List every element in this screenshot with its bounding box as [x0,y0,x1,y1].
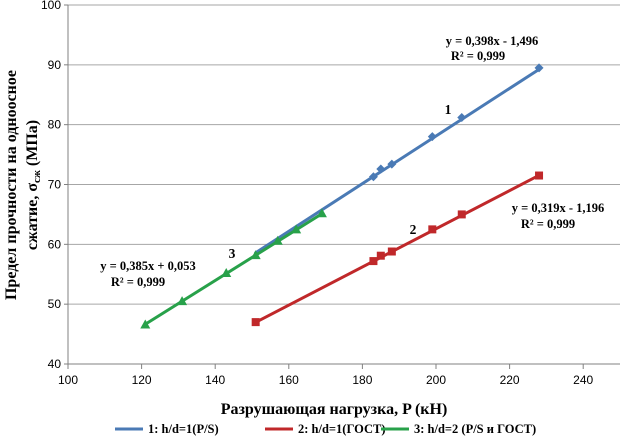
series-2-point [387,247,396,256]
x-tick-label: 200 [426,373,446,387]
y-tick-label: 50 [48,297,62,311]
series-3-point [221,268,232,278]
series-2-r2: R² = 0,999 [521,217,575,231]
x-tick-label: 180 [352,373,372,387]
legend-label-series-1: 1: h/d=1(P/S) [148,422,219,436]
series-3-equation: y = 0,385x + 0,053 [100,259,196,273]
y-tick-label: 80 [48,118,62,132]
series-2-number: 2 [410,222,417,237]
series-3-point [272,235,283,245]
y-tick-label: 90 [48,58,62,72]
series-1-point [534,63,544,73]
series-2-point [457,210,466,219]
y-tick-label: 100 [41,0,61,12]
series-2-point [376,251,385,260]
series-2-point [535,171,544,180]
x-tick-label: 240 [573,373,593,387]
series-1-point [457,112,467,122]
x-tick-label: 140 [205,373,225,387]
series-1-number: 1 [445,102,452,117]
series-3-point [140,319,151,329]
series-2-trendline [254,173,541,324]
series-3-point [316,208,327,218]
series-2-equation: y = 0,319x - 1,196 [512,201,605,215]
series-layer [140,63,544,329]
series-1-trendline [254,67,541,255]
series-1 [254,63,544,255]
y-tick-label: 40 [48,357,62,371]
series-3-number: 3 [229,246,236,261]
y-tick-label: 60 [48,237,62,251]
axes: 40 50 60 70 80 90 100 100 120 140 160 180 200 220 240 [41,0,620,387]
series-2 [251,171,544,327]
series-3-point [291,224,302,234]
gridlines [68,4,620,365]
series-1-point [387,159,397,169]
series-3-point [250,250,261,260]
series-3-r2: R² = 0,999 [111,275,165,289]
series-1-point [376,164,386,174]
series-1-equation: y = 0,398x - 1,496 [446,34,539,48]
legend-label-series-2: 2: h/d=1(ГОСТ) [298,422,386,436]
series-3 [140,208,327,329]
y-axis-title-line2: сжатие, σсж (МПа) [24,120,43,250]
y-tick-label: 70 [48,178,62,192]
series-3-point [177,296,188,306]
series-1-point [427,132,437,142]
series-1-r2: R² = 0,999 [451,49,505,63]
x-tick-label: 120 [132,373,152,387]
legend-label-series-3: 3: h/d=2 (P/S и ГОСТ) [414,422,536,436]
series-2-point [251,318,260,327]
x-tick-label: 160 [279,373,299,387]
series-1-point [368,172,378,182]
x-tick-label: 220 [500,373,520,387]
series-2-point [428,225,437,234]
x-axis-title: Разрушающая нагрузка, P (кН) [221,401,448,418]
series-2-point [369,257,378,266]
x-tick-label: 100 [58,373,78,387]
y-axis-title-line1: Предел прочности на одноосное [3,70,20,300]
legend: 1: h/d=1(P/S) 2: h/d=1(ГОСТ) 3: h/d=2 (P… [115,422,536,436]
